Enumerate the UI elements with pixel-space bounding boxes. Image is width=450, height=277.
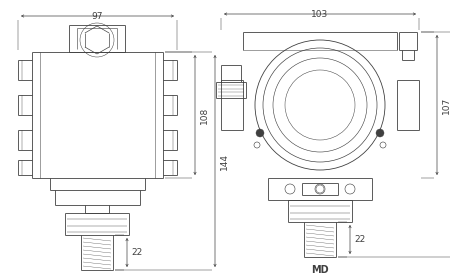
Text: 144: 144 bbox=[220, 153, 229, 170]
Text: 22: 22 bbox=[131, 248, 142, 257]
Text: MD: MD bbox=[311, 265, 329, 275]
Circle shape bbox=[256, 129, 264, 137]
Text: 22: 22 bbox=[354, 235, 365, 244]
Text: 108: 108 bbox=[200, 106, 209, 124]
Text: 97: 97 bbox=[92, 12, 103, 21]
Text: 103: 103 bbox=[311, 10, 328, 19]
Text: 107: 107 bbox=[442, 96, 450, 114]
Circle shape bbox=[376, 129, 384, 137]
